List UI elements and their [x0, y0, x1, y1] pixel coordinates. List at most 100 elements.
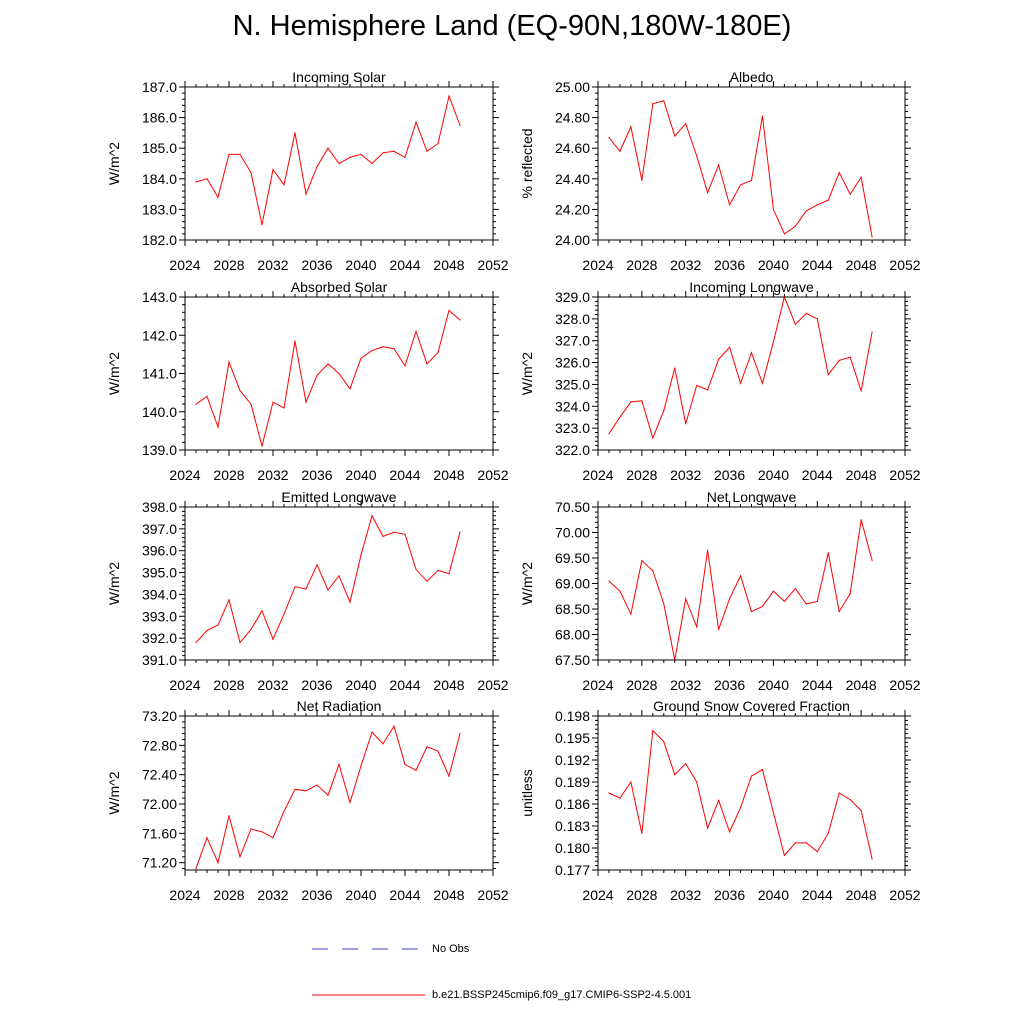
data-point — [838, 792, 840, 794]
data-point — [217, 862, 219, 864]
x-tick-label: 2052 — [889, 887, 920, 903]
x-tick-label: 2052 — [889, 467, 920, 483]
data-point — [382, 152, 384, 154]
data-point — [707, 549, 709, 551]
panel-0: Incoming Solar W/m^2 2024 2028 2032 2036 2040 2… — [106, 69, 509, 273]
data-point — [349, 156, 351, 158]
data-point — [674, 135, 676, 137]
data-point — [338, 763, 340, 766]
x-tick-label: 2040 — [758, 467, 789, 483]
plot-frame — [597, 86, 906, 241]
data-point — [608, 136, 610, 139]
x-tick-label: 2048 — [433, 257, 464, 273]
y-tick-label: 328.0 — [555, 311, 590, 327]
data-point — [871, 559, 873, 562]
series-line — [608, 519, 873, 661]
y-tick-label: 142.0 — [142, 327, 177, 343]
data-point — [371, 349, 373, 352]
data-point — [448, 95, 450, 97]
data-point — [305, 790, 307, 792]
data-point — [707, 191, 709, 194]
y-tick-label: 327.0 — [555, 333, 590, 349]
data-point — [393, 531, 395, 533]
x-tick-label: 2052 — [889, 257, 920, 273]
data-point — [707, 389, 709, 391]
x-tick-label: 2040 — [758, 677, 789, 693]
data-point — [272, 837, 274, 839]
y-tick-label: 24.60 — [555, 140, 590, 156]
x-tick-label: 2036 — [301, 467, 332, 483]
data-point — [239, 390, 241, 392]
y-tick-label: 395.0 — [142, 565, 177, 581]
x-tick-label: 2024 — [582, 887, 613, 903]
x-tick-label: 2028 — [213, 887, 244, 903]
data-point — [608, 792, 610, 794]
series-line — [195, 94, 461, 225]
panel-6: Net Radiation W/m^2 2024 2028 2032 2036 2040 20… — [106, 698, 509, 903]
y-tick-label: 24.00 — [555, 232, 590, 248]
data-point — [349, 388, 351, 390]
data-point — [608, 580, 610, 582]
data-point — [641, 179, 643, 181]
data-point — [696, 781, 698, 783]
data-point — [696, 384, 698, 387]
data-point — [327, 363, 329, 365]
y-tick-label: 185.0 — [142, 140, 177, 156]
data-point — [718, 799, 720, 801]
data-point — [641, 832, 643, 834]
x-tick-label: 2028 — [213, 467, 244, 483]
y-tick-label: 393.0 — [142, 608, 177, 624]
data-point — [261, 610, 263, 612]
data-point — [195, 867, 197, 870]
data-point — [316, 784, 318, 786]
data-point — [849, 799, 851, 801]
data-point — [728, 346, 731, 348]
y-tick-label: 182.0 — [142, 232, 177, 248]
data-point — [195, 641, 197, 644]
y-tick-label: 391.0 — [142, 652, 177, 668]
y-tick-label: 184.0 — [142, 171, 177, 187]
data-point — [305, 588, 307, 590]
y-tick-label: 70.00 — [555, 525, 590, 541]
data-point — [382, 743, 384, 745]
data-point — [349, 801, 351, 804]
x-tick-label: 2052 — [889, 677, 920, 693]
data-point — [794, 225, 796, 227]
data-point — [239, 856, 241, 858]
figure-title: N. Hemisphere Land (EQ-90N,180W-180E) — [232, 10, 792, 42]
data-point — [827, 832, 829, 834]
data-point — [838, 172, 840, 174]
series-line — [195, 725, 461, 869]
data-point — [816, 204, 818, 206]
data-point — [750, 610, 753, 613]
data-point — [206, 629, 208, 632]
data-point — [272, 401, 274, 403]
x-tick-label: 2032 — [670, 677, 701, 693]
data-point — [860, 390, 862, 392]
x-tick-label: 2040 — [345, 467, 376, 483]
x-tick-label: 2032 — [670, 887, 701, 903]
y-tick-label: 396.0 — [142, 543, 177, 559]
data-point — [619, 416, 621, 418]
data-point — [718, 164, 720, 166]
data-point — [794, 842, 796, 844]
plot-frame — [597, 296, 906, 451]
y-tick-label: 392.0 — [142, 630, 177, 646]
data-point — [206, 178, 208, 180]
data-point — [630, 781, 632, 783]
data-point — [437, 569, 439, 571]
panel-title: Absorbed Solar — [291, 279, 388, 295]
data-point — [871, 331, 873, 333]
x-tick-label: 2040 — [758, 257, 789, 273]
x-tick-label: 2048 — [433, 887, 464, 903]
data-point — [750, 775, 753, 777]
x-tick-label: 2044 — [389, 887, 420, 903]
data-point — [794, 323, 796, 325]
data-point — [393, 150, 395, 152]
data-point — [805, 842, 807, 844]
data-point — [860, 810, 862, 812]
data-point — [718, 628, 720, 631]
data-point — [228, 815, 230, 817]
data-point — [360, 765, 362, 767]
y-tick-label: 69.00 — [555, 576, 590, 592]
